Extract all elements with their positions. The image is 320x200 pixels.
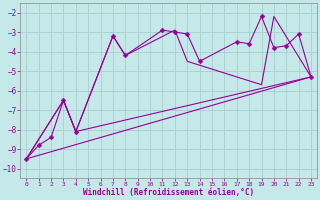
X-axis label: Windchill (Refroidissement éolien,°C): Windchill (Refroidissement éolien,°C)	[83, 188, 254, 197]
